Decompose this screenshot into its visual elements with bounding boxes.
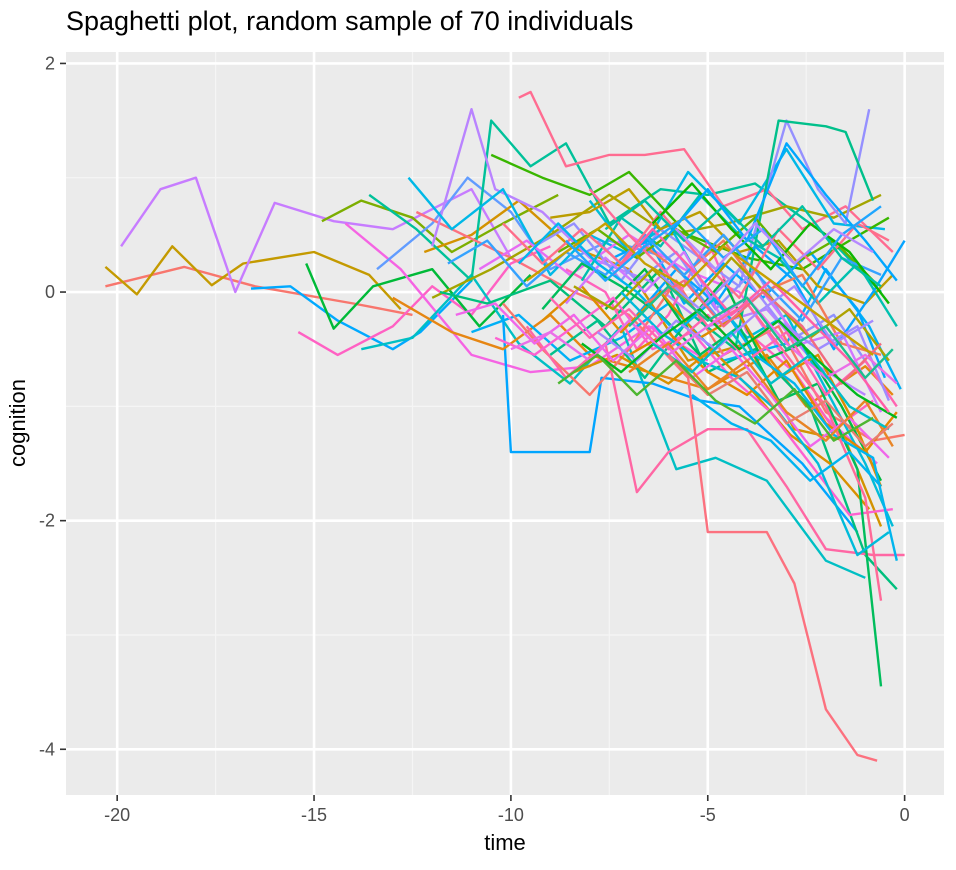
x-tick-label: -5: [700, 805, 716, 825]
series-line: [651, 330, 890, 431]
series-line: [604, 199, 882, 288]
series-line: [250, 279, 473, 351]
axes: -20 -15 -10 -5 0-4-202: [39, 53, 910, 825]
series-line: [557, 353, 874, 442]
x-tick-label: -20: [104, 805, 130, 825]
series-line: [502, 210, 890, 299]
series-lines: [104, 90, 906, 762]
series-line: [344, 222, 709, 374]
series-line: [573, 348, 871, 510]
series-line: [297, 245, 551, 357]
plot-panel: [66, 52, 944, 795]
series-line: [525, 325, 905, 557]
series-line: [675, 222, 874, 271]
series-line: [580, 193, 898, 327]
series-line: [549, 119, 875, 379]
series-line: [518, 90, 894, 253]
chart-title: Spaghetti plot, random sample of 70 indi…: [66, 6, 633, 36]
series-line: [105, 265, 413, 317]
series-line: [565, 205, 882, 288]
series-line: [550, 187, 894, 305]
series-line: [620, 291, 890, 557]
series-line: [628, 285, 894, 379]
series-line: [501, 314, 859, 533]
x-tick-label: 0: [900, 805, 910, 825]
series-line: [525, 222, 874, 356]
series-line: [510, 296, 898, 385]
series-line: [305, 263, 532, 330]
y-tick-label: -4: [39, 739, 55, 759]
x-tick-label: -10: [498, 805, 524, 825]
x-axis-title: time: [484, 830, 526, 855]
x-tick-label: -15: [301, 805, 327, 825]
y-tick-label: 2: [45, 53, 55, 73]
series-line: [447, 233, 882, 322]
y-axis-title: cognition: [5, 379, 30, 467]
series-line: [644, 279, 882, 385]
series-line: [557, 216, 874, 282]
y-tick-label: -2: [39, 511, 55, 531]
series-line: [581, 308, 898, 419]
series-line: [691, 393, 882, 488]
y-tick-label: 0: [45, 282, 55, 302]
series-line: [104, 245, 402, 311]
series-line: [667, 142, 898, 282]
series-line: [321, 193, 559, 254]
series-line: [667, 354, 894, 448]
series-line: [651, 182, 890, 305]
